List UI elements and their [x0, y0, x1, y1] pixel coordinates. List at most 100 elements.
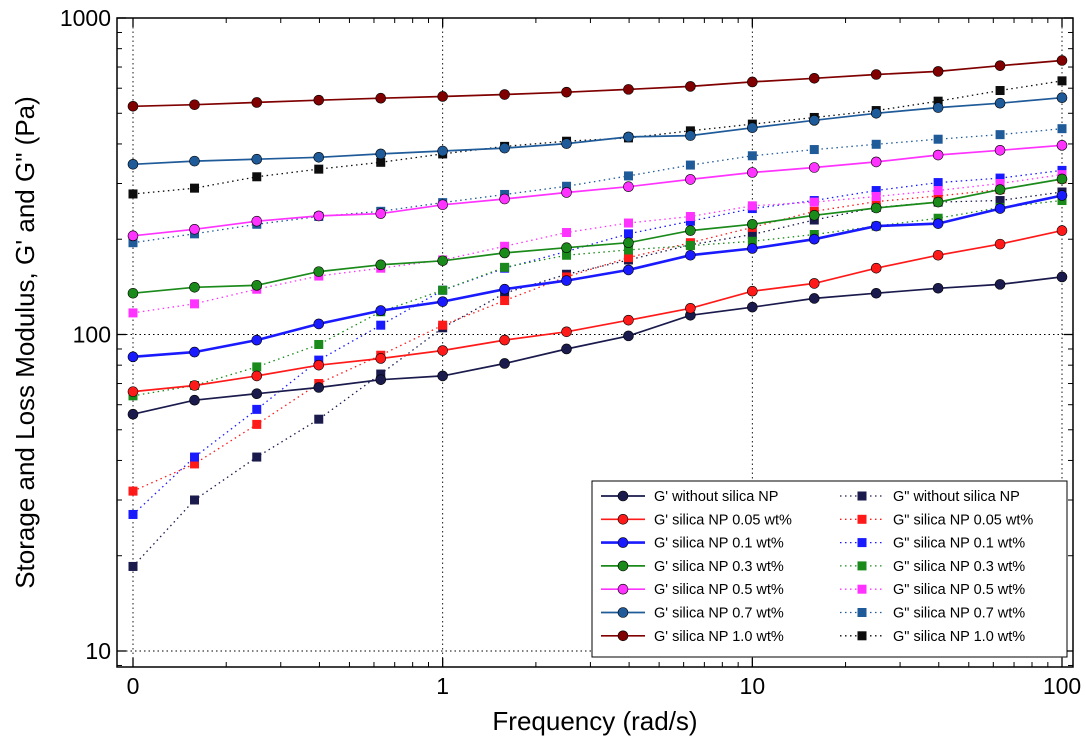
data-point: [500, 262, 510, 272]
data-point: [623, 131, 634, 143]
data-point: [190, 183, 200, 193]
data-point: [994, 144, 1006, 156]
data-point: [313, 151, 325, 163]
data-point: [499, 334, 510, 346]
series-line: [132, 276, 1063, 416]
data-point: [995, 86, 1005, 96]
data-point: [623, 314, 634, 326]
data-point: [313, 266, 325, 277]
series-4: [127, 140, 1068, 242]
data-point: [623, 237, 634, 249]
data-point: [375, 208, 387, 219]
data-point: [314, 339, 324, 349]
data-point: [437, 296, 448, 307]
data-point: [128, 486, 138, 496]
data-point: [561, 187, 572, 198]
data-point: [189, 346, 200, 358]
data-point: [994, 238, 1006, 250]
data-point: [870, 107, 882, 119]
series-3: [127, 173, 1068, 299]
legend-entry: G' silica NP 0.5 wt%: [601, 582, 784, 598]
data-point: [933, 191, 943, 201]
data-point: [747, 243, 758, 254]
data-point: [995, 196, 1005, 206]
data-point: [747, 229, 757, 239]
data-point: [128, 308, 138, 318]
data-point: [561, 138, 572, 149]
data-point: [313, 318, 325, 330]
series-line: [132, 169, 1063, 515]
data-point: [623, 218, 633, 228]
x-axis-label: Frequency (rad/s): [492, 706, 697, 736]
data-point: [562, 228, 572, 238]
legend-entry: G" silica NP 0.1 wt%: [840, 536, 1025, 552]
series-line: [132, 80, 1063, 195]
series-13: [128, 76, 1067, 199]
data-point: [438, 285, 448, 295]
data-point: [1057, 76, 1067, 86]
data-point: [808, 72, 820, 84]
data-point: [437, 199, 448, 211]
data-point: [870, 156, 882, 168]
data-point: [871, 139, 881, 149]
data-point: [871, 186, 881, 196]
data-point: [747, 122, 758, 134]
data-point: [189, 155, 200, 167]
data-point: [252, 404, 262, 414]
data-point: [438, 320, 448, 330]
legend-label: G" silica NP 1.0 wt%: [893, 629, 1025, 645]
data-point: [747, 301, 758, 313]
data-point: [376, 369, 386, 379]
x-tick-label: 10: [740, 673, 766, 699]
data-point: [189, 281, 200, 293]
data-point: [932, 218, 944, 229]
series-5: [127, 92, 1068, 170]
data-point: [995, 178, 1005, 188]
legend-label: G' without silica NP: [654, 489, 778, 505]
data-point: [127, 351, 139, 363]
data-point: [127, 386, 139, 397]
series-6: [127, 55, 1068, 112]
data-point: [561, 242, 572, 254]
data-point: [623, 330, 634, 342]
data-point: [994, 60, 1006, 71]
data-point: [500, 296, 510, 306]
legend-marker: [617, 537, 629, 548]
data-point: [623, 245, 633, 255]
data-point: [313, 210, 325, 222]
data-point: [623, 229, 633, 239]
series-12: [128, 124, 1067, 248]
data-point: [499, 89, 510, 100]
data-point: [499, 283, 510, 295]
data-point: [747, 201, 757, 211]
data-point: [809, 197, 819, 207]
data-point: [189, 99, 200, 111]
data-point: [933, 186, 943, 196]
series-line: [132, 178, 1063, 295]
data-point: [623, 253, 633, 263]
legend-label: G" without silica NP: [893, 489, 1020, 505]
data-point: [933, 178, 943, 188]
data-point: [499, 193, 510, 205]
data-point: [623, 181, 634, 193]
legend-label: G' silica NP 1.0 wt%: [654, 629, 784, 645]
data-point: [747, 167, 758, 178]
data-point: [808, 278, 820, 289]
data-point: [252, 362, 262, 372]
series-line: [132, 199, 1063, 397]
data-point: [932, 282, 944, 294]
data-point: [685, 174, 696, 185]
data-point: [251, 97, 263, 108]
data-point: [562, 181, 572, 191]
data-point: [437, 370, 448, 382]
legend-entry: G" silica NP 0.3 wt%: [840, 559, 1025, 575]
legend-marker: [857, 561, 867, 571]
data-point: [314, 414, 324, 424]
data-point: [1056, 190, 1068, 201]
data-point: [127, 230, 139, 242]
legend-label: G" silica NP 0.5 wt%: [893, 582, 1025, 598]
data-point: [871, 191, 881, 201]
data-point: [375, 259, 387, 271]
data-point: [314, 164, 324, 174]
data-point: [1057, 124, 1067, 134]
